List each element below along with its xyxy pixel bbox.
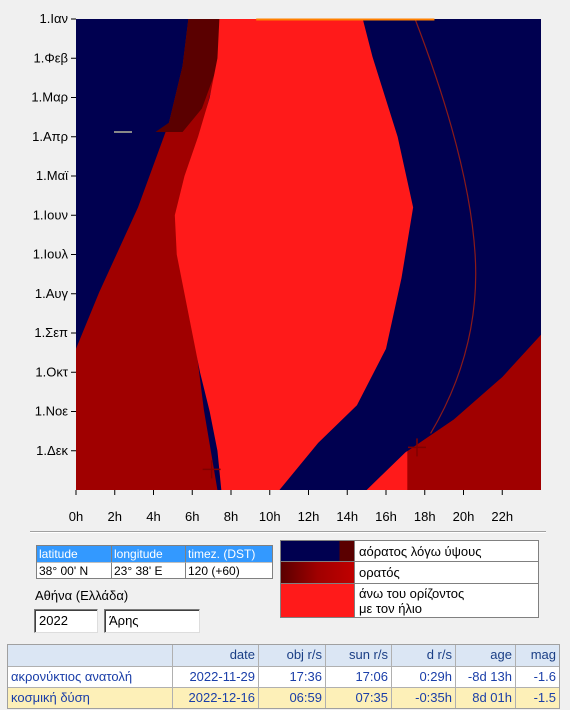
legend-item-invisible: αόρατος λόγω ύψους bbox=[281, 541, 538, 562]
event-obj-rs: 06:59 bbox=[259, 688, 326, 708]
event-obj-rs: 17:36 bbox=[259, 667, 326, 687]
table-row[interactable]: κοσμική δύση 2022-12-16 06:59 07:35 -0:3… bbox=[8, 687, 559, 708]
event-sun-rs: 17:06 bbox=[326, 667, 392, 687]
event-date: 2022-11-29 bbox=[173, 667, 259, 687]
hour-label: 6h bbox=[185, 509, 199, 524]
legend-item-visible: ορατός bbox=[281, 562, 538, 584]
altitude-limit-curve bbox=[414, 18, 477, 434]
month-label: 1.Σεπ bbox=[34, 325, 68, 340]
events-table-header: date obj r/s sun r/s d r/s age mag bbox=[8, 645, 559, 666]
visible-region-evening bbox=[366, 334, 541, 490]
legend-swatch-visible bbox=[281, 562, 354, 583]
events-header-mag[interactable]: mag bbox=[530, 647, 556, 662]
month-label: 1.Ιαν bbox=[40, 11, 68, 26]
legend-swatch-invisible bbox=[281, 541, 354, 561]
event-sun-rs: 07:35 bbox=[326, 688, 392, 708]
location-table-row[interactable]: 38° 00' N 23° 38' E 120 (+60) bbox=[37, 562, 272, 578]
location-table: latitude longitude timez. (DST) 38° 00' … bbox=[36, 545, 273, 579]
timezone-value[interactable]: 120 (+60) bbox=[186, 562, 272, 578]
location-table-header: latitude longitude timez. (DST) bbox=[37, 546, 272, 562]
longitude-value[interactable]: 23° 38' E bbox=[112, 562, 186, 578]
event-age: -8d 13h bbox=[456, 667, 516, 687]
events-header-d-rs[interactable]: d r/s bbox=[392, 645, 456, 666]
legend-label-visible: ορατός bbox=[354, 562, 538, 583]
longitude-header[interactable]: longitude bbox=[112, 546, 186, 562]
planet-input[interactable]: Άρης bbox=[104, 609, 200, 633]
hour-label: 0h bbox=[69, 509, 83, 524]
separator bbox=[30, 531, 546, 533]
visible-region-morning bbox=[76, 19, 224, 490]
timezone-header[interactable]: timez. (DST) bbox=[188, 547, 256, 561]
events-header-age[interactable]: age bbox=[456, 645, 516, 666]
event-age: 8d 01h bbox=[456, 688, 516, 708]
month-label: 1.Απρ bbox=[32, 129, 68, 144]
month-label: 1.Αυγ bbox=[35, 286, 69, 301]
hour-label: 14h bbox=[336, 509, 358, 524]
latitude-value[interactable]: 38° 00' N bbox=[37, 562, 112, 578]
month-label: 1.Δεκ bbox=[36, 443, 68, 458]
hour-label: 10h bbox=[259, 509, 281, 524]
event-mag: -1.5 bbox=[533, 690, 556, 705]
month-label: 1.Ιουν bbox=[33, 207, 68, 222]
city-label: Αθήνα (Ελλάδα) bbox=[35, 588, 129, 603]
events-header-event[interactable] bbox=[8, 645, 173, 666]
year-input[interactable]: 2022 bbox=[34, 609, 98, 633]
event-mag: -1.6 bbox=[533, 669, 556, 684]
events-header-sun-rs[interactable]: sun r/s bbox=[326, 645, 392, 666]
legend-label-sun-above: άνω του ορίζοντος με τον ήλιο bbox=[354, 584, 538, 617]
hour-label: 8h bbox=[224, 509, 238, 524]
legend-swatch-sun-above bbox=[281, 584, 354, 617]
hour-label: 16h bbox=[375, 509, 397, 524]
visibility-chart: 1.Ιαν 1.Φεβ 1.Μαρ 1.Απρ 1.Μαϊ 1.Ιουν 1.Ιουλ 1.Α… bbox=[31, 11, 541, 524]
hour-label: 12h bbox=[298, 509, 320, 524]
invisible-evening-wedge bbox=[279, 19, 541, 490]
legend-item-sun-above: άνω του ορίζοντος με τον ήλιο bbox=[281, 584, 538, 617]
month-label: 1.Ιουλ bbox=[33, 247, 69, 262]
event-name: ακρονύκτιος ανατολή bbox=[8, 667, 173, 687]
visibility-chart-svg: 1.Ιαν 1.Φεβ 1.Μαρ 1.Απρ 1.Μαϊ 1.Ιουν 1.Ιουλ 1.Α… bbox=[31, 11, 541, 524]
event-d-rs: -0:35h bbox=[392, 688, 456, 708]
hour-label: 20h bbox=[453, 509, 475, 524]
events-header-date[interactable]: date bbox=[173, 645, 259, 666]
table-row[interactable]: ακρονύκτιος ανατολή 2022-11-29 17:36 17:… bbox=[8, 666, 559, 687]
legend-label-invisible: αόρατος λόγω ύψους bbox=[354, 541, 538, 561]
latitude-header[interactable]: latitude bbox=[37, 546, 112, 562]
month-label: 1.Οκτ bbox=[35, 364, 68, 379]
month-label: 1.Νοε bbox=[35, 404, 68, 419]
month-label: 1.Μαϊ bbox=[36, 168, 69, 183]
hour-label: 2h bbox=[108, 509, 122, 524]
events-table: date obj r/s sun r/s d r/s age mag ακρον… bbox=[7, 644, 560, 709]
event-d-rs: 0:29h bbox=[392, 667, 456, 687]
hour-label: 22h bbox=[491, 509, 513, 524]
month-label: 1.Φεβ bbox=[34, 50, 69, 65]
events-header-obj-rs[interactable]: obj r/s bbox=[259, 645, 326, 666]
hour-label: 4h bbox=[146, 509, 160, 524]
visible-dark-band bbox=[155, 19, 224, 133]
hour-label: 18h bbox=[414, 509, 436, 524]
event-date: 2022-12-16 bbox=[173, 688, 259, 708]
legend: αόρατος λόγω ύψους ορατός άνω του ορίζον… bbox=[280, 540, 539, 618]
month-label: 1.Μαρ bbox=[31, 90, 68, 105]
event-name: κοσμική δύση bbox=[8, 688, 173, 708]
